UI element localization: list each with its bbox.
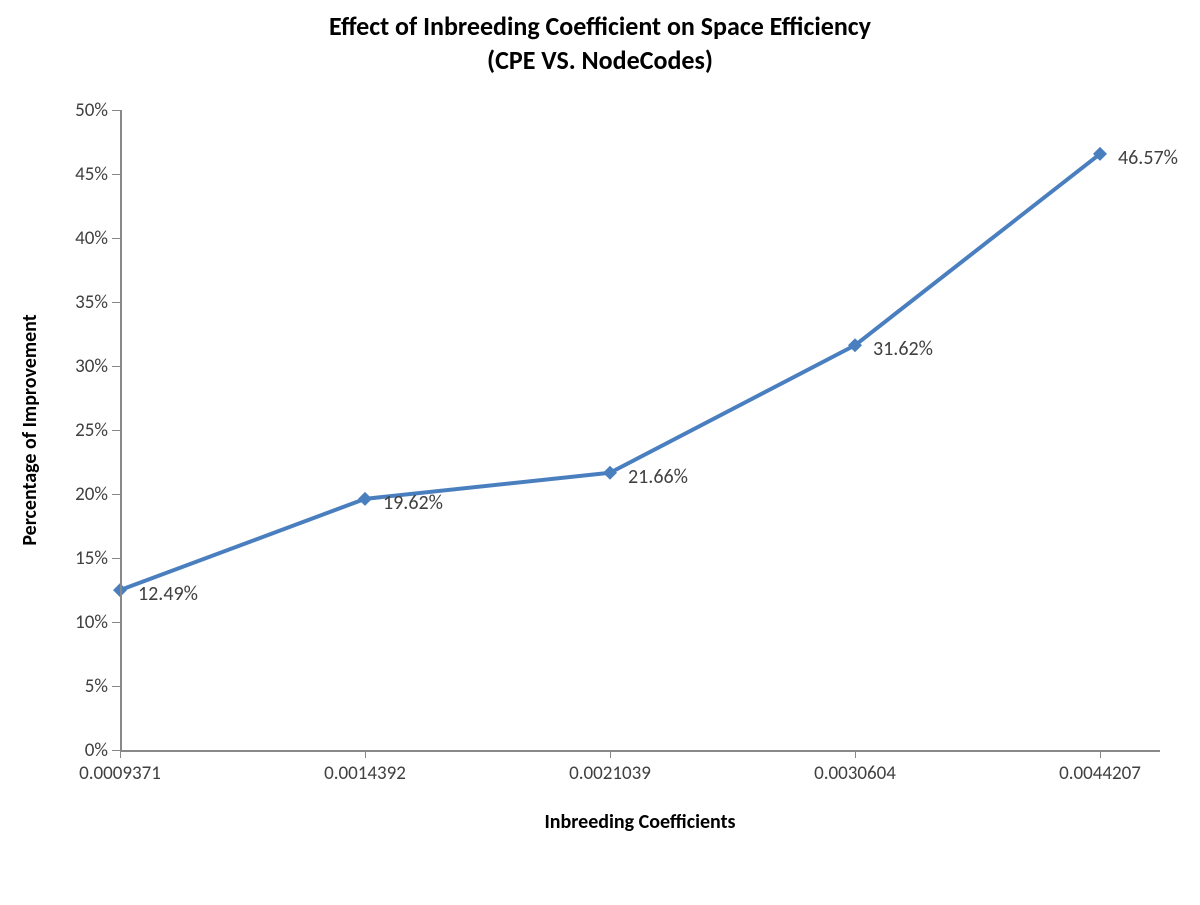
data-label: 12.49% [138,582,198,606]
y-tick-label: 5% [48,675,108,698]
y-tick [112,558,120,560]
data-label: 19.62% [383,491,443,515]
data-marker [603,466,617,480]
x-tick [120,750,122,758]
data-label: 31.62% [873,337,933,361]
data-label: 46.57% [1118,146,1178,170]
y-axis-line [120,110,122,750]
x-tick [365,750,367,758]
y-tick-label: 15% [48,547,108,570]
data-label: 21.66% [628,465,688,489]
y-tick-label: 25% [48,419,108,442]
y-tick-label: 40% [48,227,108,250]
data-marker [358,492,372,506]
y-tick-label: 50% [48,99,108,122]
y-tick [112,174,120,176]
x-axis-line [120,750,1160,752]
x-tick-label: 0.0009371 [50,762,190,785]
y-tick [112,238,120,240]
y-tick-label: 20% [48,483,108,506]
x-tick [610,750,612,758]
y-tick [112,622,120,624]
y-tick-label: 10% [48,611,108,634]
y-tick [112,366,120,368]
y-tick [112,686,120,688]
y-axis-title: Percentage of Improvement [18,280,42,580]
data-line [120,154,1100,590]
x-tick-label: 0.0044207 [1030,762,1170,785]
y-tick-label: 30% [48,355,108,378]
y-tick-label: 0% [48,739,108,762]
x-tick [855,750,857,758]
x-tick-label: 0.0030604 [785,762,925,785]
x-tick [1100,750,1102,758]
chart-container: Effect of Inbreeding Coefficient on Spac… [0,0,1200,905]
y-tick [112,430,120,432]
y-tick [112,494,120,496]
y-tick [112,110,120,112]
y-tick-label: 35% [48,291,108,314]
y-tick-label: 45% [48,163,108,186]
x-tick-label: 0.0021039 [540,762,680,785]
x-tick-label: 0.0014392 [295,762,435,785]
y-tick [112,302,120,304]
x-axis-title: Inbreeding Coefficients [120,810,1160,834]
